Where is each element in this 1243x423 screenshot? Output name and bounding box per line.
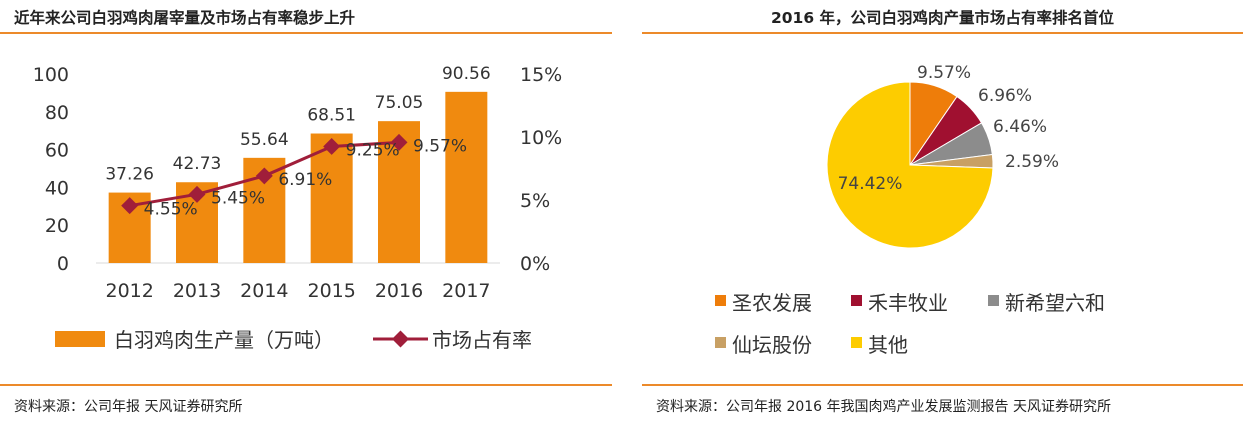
bar: [310, 133, 353, 263]
legend-line-marker: [392, 330, 409, 348]
pie-slice-label: 6.46%: [993, 117, 1047, 137]
legend-label: 圣农发展: [732, 291, 812, 315]
right-chart-panel: 2016 年，公司白羽鸡肉产量市场占有率排名首位 9.57% 6.96% 6.46%…: [642, 0, 1243, 423]
x-tick-label: 2015: [307, 280, 355, 302]
bar-value-label: 68.51: [307, 106, 356, 126]
left-source-text: 资料来源：公司年报 天风证券研究所: [14, 399, 243, 415]
line-marker: [255, 167, 273, 185]
legend-label: 其他: [868, 333, 908, 357]
legend-label: 禾丰牧业: [868, 291, 948, 315]
x-tick-label: 2017: [442, 280, 490, 302]
y-right-tick-label: 15%: [520, 64, 562, 86]
y-left-tick-label: 40: [45, 177, 69, 199]
legend-swatch: [988, 295, 999, 306]
right-chart-title: 2016 年，公司白羽鸡肉产量市场占有率排名首位: [770, 9, 1115, 27]
y-left-tick-label: 100: [33, 64, 69, 86]
x-tick-label: 2013: [173, 280, 221, 302]
y-right-tick-label: 0%: [520, 253, 550, 275]
bar-value-label: 55.64: [240, 130, 289, 150]
bar-value-label: 42.73: [173, 154, 222, 174]
pie-slice-label: 9.57%: [917, 63, 971, 83]
y-right-tick-label: 10%: [520, 127, 562, 149]
right-title-rule: [642, 32, 1243, 34]
x-tick-label: 2014: [240, 280, 288, 302]
legend-label: 新希望六和: [1005, 291, 1105, 315]
left-chart-panel: 近年来公司白羽鸡肉屠宰量及市场占有率稳步上升 0 20 40 60 80 100 0% 5% 1…: [0, 0, 612, 423]
pie-chart: 9.57% 6.96% 6.46% 2.59% 74.42% 圣农发展 禾丰牧业 新希望六和仙…: [715, 63, 1105, 357]
legend-swatch: [851, 337, 862, 348]
legend-bar-swatch: [55, 331, 105, 347]
y-left-tick-label: 0: [57, 253, 69, 275]
pie-slice: [826, 81, 994, 249]
left-chart-title: 近年来公司白羽鸡肉屠宰量及市场占有率稳步上升: [14, 9, 356, 27]
left-title-rule: [0, 32, 612, 34]
line-marker: [188, 185, 206, 203]
legend-label: 仙坛股份: [732, 333, 812, 357]
bar-value-label: 75.05: [375, 93, 424, 113]
legend-swatch: [715, 337, 726, 348]
line-value-label: 4.55%: [144, 200, 198, 220]
pie-slice-label: 74.42%: [838, 174, 903, 194]
legend-bar-label: 白羽鸡肉生产量（万吨）: [114, 328, 334, 352]
line-value-label: 9.25%: [346, 140, 400, 160]
x-tick-label: 2012: [105, 280, 153, 302]
pie-slice-label: 2.59%: [1005, 152, 1059, 172]
bar-line-chart: 0 20 40 60 80 100 0% 5% 10% 15% 37.26 2012 42.73 2013…: [33, 64, 563, 352]
legend-line-label: 市场占有率: [432, 328, 532, 352]
right-source-text: 资料来源：公司年报 2016 年我国肉鸡产业发展监测报告 天风证券研究所: [656, 399, 1111, 415]
line-value-label: 9.57%: [413, 136, 467, 156]
line-value-label: 6.91%: [278, 170, 332, 190]
x-tick-label: 2016: [375, 280, 423, 302]
bar-value-label: 37.26: [105, 165, 154, 185]
legend-swatch: [715, 295, 726, 306]
y-left-tick-label: 20: [45, 215, 69, 237]
legend-swatch: [851, 295, 862, 306]
line-value-label: 5.45%: [211, 188, 265, 208]
line-marker: [121, 197, 139, 215]
left-source-rule: [0, 384, 612, 386]
bar-value-label: 90.56: [442, 64, 491, 84]
right-source-rule: [642, 384, 1243, 386]
y-left-tick-label: 60: [45, 140, 69, 162]
pie-slice-label: 6.96%: [978, 86, 1032, 106]
y-left-tick-label: 80: [45, 102, 69, 124]
y-right-tick-label: 5%: [520, 190, 550, 212]
bar: [445, 91, 488, 263]
